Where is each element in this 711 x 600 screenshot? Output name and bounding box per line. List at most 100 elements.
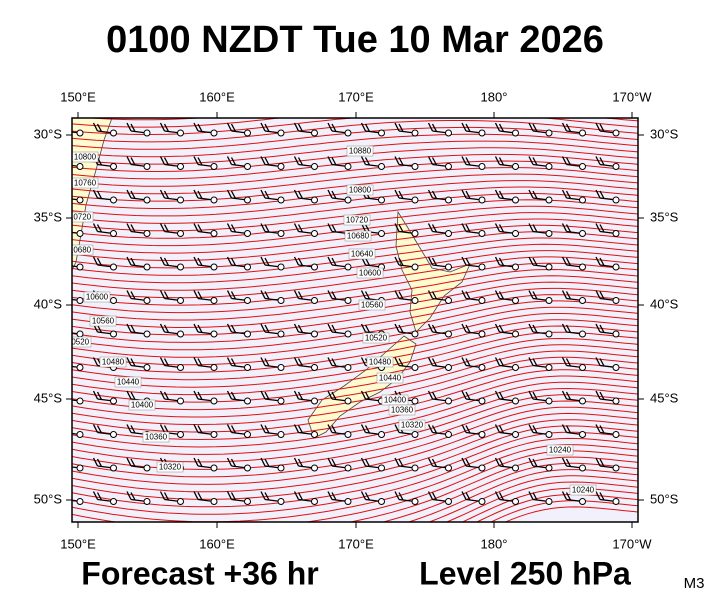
contour-label: 10520 — [67, 338, 90, 347]
barb-station — [143, 196, 151, 204]
wind-barb — [92, 189, 117, 204]
barb-flag — [394, 223, 400, 232]
barb-station — [76, 163, 84, 170]
barb-station — [210, 129, 218, 137]
barb-flag — [561, 189, 568, 199]
wind-barb — [226, 390, 251, 405]
barb-flag — [92, 424, 99, 433]
wind-barb — [226, 189, 251, 204]
barb-flag — [193, 491, 199, 500]
wind-barb — [293, 156, 318, 170]
barb-flag — [528, 357, 534, 366]
barb-flag — [498, 358, 505, 367]
contour-line — [72, 319, 638, 373]
barb-flag — [230, 324, 237, 333]
contour-line — [406, 469, 638, 522]
barb-flag — [595, 122, 601, 132]
contour-line — [72, 419, 638, 493]
wind-barb — [561, 457, 586, 472]
barb-station — [143, 498, 151, 505]
contour-line — [72, 381, 638, 448]
barb-flag — [230, 425, 237, 434]
barb-flag — [60, 257, 64, 265]
barb-station — [277, 330, 285, 338]
barb-station — [445, 297, 452, 304]
barb-flag — [431, 391, 438, 400]
lat-label: 35°S — [650, 209, 679, 224]
barb-flag — [264, 391, 270, 400]
barb-station — [76, 196, 84, 204]
contour-line — [72, 313, 638, 366]
contour-line — [72, 268, 638, 314]
barb-flag — [360, 390, 367, 400]
barb-station — [76, 498, 84, 505]
wind-barb — [126, 290, 151, 304]
barb-flag — [64, 158, 68, 166]
barb-station — [545, 330, 553, 338]
wind-barb — [461, 122, 486, 137]
contour-line — [72, 212, 638, 247]
barb-station — [177, 263, 184, 271]
barb-station — [143, 330, 151, 338]
contour-label: 10360 — [145, 433, 168, 442]
barb-flag — [163, 492, 170, 501]
barb-flag — [96, 224, 103, 233]
barb-flag — [364, 391, 371, 400]
barb-flag — [293, 122, 300, 132]
wind-barb — [595, 122, 620, 137]
barb-flag — [498, 190, 505, 199]
contour-line — [72, 275, 638, 321]
wind-barb — [72, 129, 84, 137]
barb-station — [143, 364, 151, 371]
contour-line — [72, 450, 638, 522]
barb-station — [177, 129, 184, 137]
wind-barb — [561, 390, 586, 405]
barb-flag — [130, 190, 136, 199]
barb-flag — [264, 291, 270, 300]
barb-flag — [297, 157, 304, 166]
barb-station — [445, 230, 452, 237]
wind-barb — [226, 223, 251, 237]
barb-flag — [193, 424, 199, 433]
barb-flag — [60, 324, 64, 332]
wind-barb — [327, 122, 352, 137]
barb-station — [344, 196, 352, 204]
barb-flag — [193, 189, 199, 199]
barb-station — [311, 364, 318, 371]
contour-line — [72, 437, 638, 515]
wind-barb — [427, 491, 452, 505]
barb-flag — [327, 290, 333, 299]
barb-flag — [528, 491, 534, 500]
barb-station — [311, 431, 318, 438]
lat-label: 50°S — [650, 491, 679, 506]
barb-station — [311, 263, 318, 271]
wind-barb — [293, 323, 318, 338]
barb-flag — [364, 157, 371, 166]
wind-barb — [595, 189, 620, 204]
contour-line — [72, 262, 638, 306]
wind-barb — [126, 223, 151, 237]
barb-flag — [528, 156, 534, 165]
contour-label-box — [156, 461, 184, 473]
barb-station — [210, 397, 218, 405]
contour-label-box — [89, 315, 117, 327]
barb-flag — [427, 156, 434, 165]
contour-label-box — [72, 151, 99, 163]
wind-barb — [461, 156, 486, 170]
wind-barb — [92, 424, 117, 438]
barb-flag — [96, 123, 103, 132]
wind-barb — [260, 323, 285, 338]
barb-flag — [230, 492, 237, 501]
wind-barb — [293, 424, 318, 438]
wind-barb — [494, 290, 519, 304]
barb-flag — [293, 156, 300, 165]
barb-station — [411, 297, 419, 304]
barb-flag — [159, 156, 166, 165]
barb-flag — [163, 123, 170, 132]
wind-barb — [461, 424, 486, 438]
barb-station — [579, 196, 586, 204]
wind-barb — [461, 256, 486, 271]
barb-flag — [260, 156, 266, 165]
barb-flag — [528, 390, 534, 400]
barb-flag — [92, 223, 99, 232]
